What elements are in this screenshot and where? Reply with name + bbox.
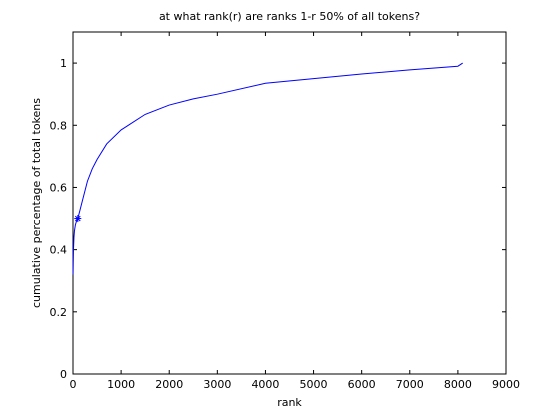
y-tick-label: 0 [60,368,67,381]
x-tick-label: 5000 [300,378,328,391]
y-axis: 0 0.2 0.4 0.6 0.8 1 [50,57,506,381]
y-tick-label: 0.4 [50,244,68,257]
chart-title: at what rank(r) are ranks 1-r 50% of all… [159,10,420,23]
y-tick-label: 0.6 [50,181,68,194]
x-axis-label: rank [277,396,302,409]
y-tick-label: 0.2 [50,306,68,319]
y-tick-label: 0.8 [50,119,68,132]
x-tick-label: 9000 [492,378,520,391]
x-tick-label: 4000 [251,378,279,391]
x-tick-label: 6000 [348,378,376,391]
y-axis-label: cumulative percentage of total tokens [30,98,43,308]
x-tick-label: 1000 [107,378,135,391]
x-tick-label: 8000 [444,378,472,391]
marker-point [74,215,82,223]
y-tick-label: 1 [60,57,67,70]
plot-area [72,31,507,375]
x-tick-label: 0 [70,378,77,391]
x-tick-label: 7000 [396,378,424,391]
x-tick-label: 3000 [203,378,231,391]
x-axis: 0 1000 2000 3000 4000 5000 6000 7000 8000 9000 [70,32,520,391]
x-tick-label: 2000 [155,378,183,391]
marker-stroke [75,215,81,222]
series-line [72,62,463,275]
